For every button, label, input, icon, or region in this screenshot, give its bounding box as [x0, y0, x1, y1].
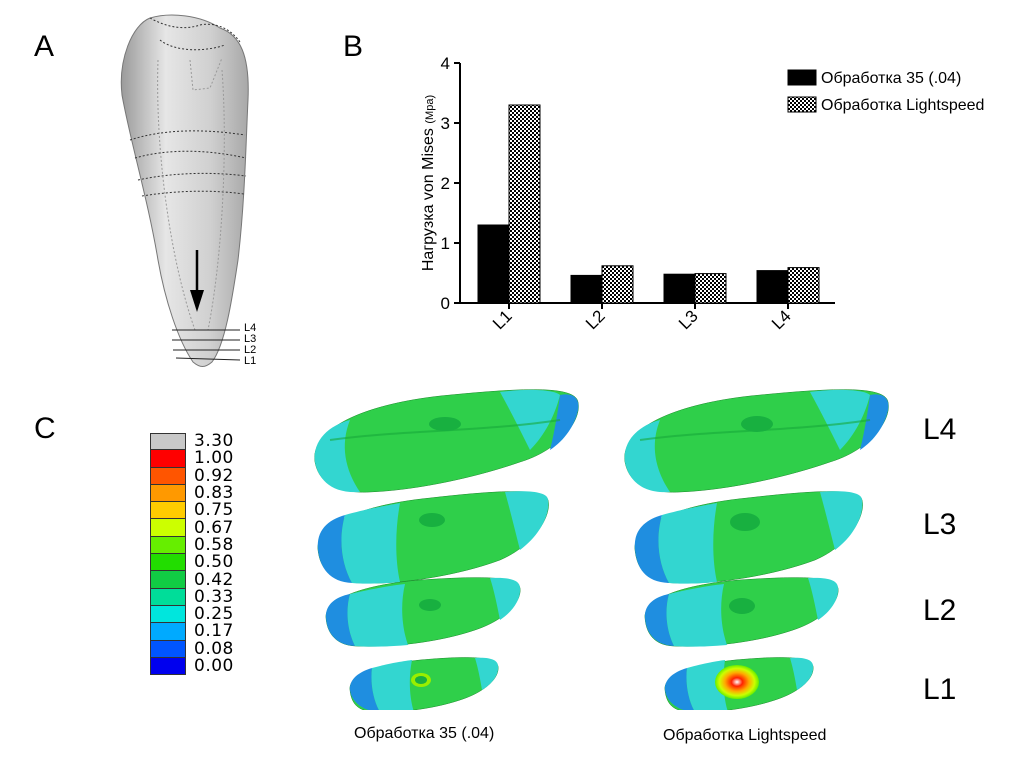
- bar-chart: 0 1 2 3 4 L1 L2 L3 L4 Нагрузка von Mises (Mpa) Обр…: [420, 54, 984, 333]
- scale-swatch: [150, 536, 186, 555]
- scale-row: 0.92: [150, 465, 234, 486]
- scale-swatch: [150, 605, 186, 624]
- scale-value: 0.25: [194, 604, 234, 625]
- scale-swatch: [150, 433, 186, 451]
- y-tick-label: 1: [441, 234, 450, 253]
- scale-row: 0.67: [150, 517, 234, 538]
- scale-row: 0.42: [150, 569, 234, 590]
- bar-l4-series-1: [756, 270, 789, 304]
- stress-slices: [314, 389, 889, 710]
- panel-label-c: C: [34, 412, 56, 445]
- tooth-body: [120, 14, 249, 367]
- scale-row: 0.25: [150, 604, 234, 625]
- scale-row: 0.83: [150, 483, 234, 504]
- slice-right-l1: [664, 657, 814, 710]
- y-tick-label: 2: [441, 174, 450, 193]
- scale-value: 0.67: [194, 517, 234, 538]
- scale-value: 0.92: [194, 465, 234, 486]
- scale-swatch: [150, 588, 186, 606]
- slice-label-l3: L3: [923, 508, 957, 541]
- x-tick-label: L1: [489, 306, 516, 333]
- scale-value: 0.08: [194, 638, 234, 659]
- bar-l1-series-2: [508, 104, 541, 304]
- legend-label-1: Обработка 35 (.04): [821, 70, 961, 87]
- slice-label-l1: L1: [923, 673, 957, 706]
- scale-value: 0.42: [194, 569, 234, 590]
- scale-swatch: [150, 519, 186, 537]
- slice-label-l4: L4: [923, 413, 957, 446]
- scale-row: 0.33: [150, 586, 234, 607]
- caption-right: Обработка Lightspeed: [663, 727, 827, 744]
- bar-l2-series-1: [570, 274, 603, 304]
- scale-row: 0.00: [150, 656, 234, 676]
- level-lines: [172, 329, 241, 361]
- scale-row: 0.08: [150, 638, 234, 659]
- legend-swatch-1: [787, 69, 817, 86]
- scale-value: 0.75: [194, 500, 234, 521]
- bar-l4-series-2: [787, 267, 820, 304]
- x-tick-label: L2: [582, 306, 609, 333]
- scale-swatch: [150, 450, 186, 468]
- scale-row: 0.50: [150, 552, 234, 573]
- tooth-label-l3: L3: [244, 333, 256, 345]
- arrow-head: [190, 290, 204, 312]
- scale-swatch: [150, 657, 186, 676]
- panel-label-b: B: [343, 30, 364, 63]
- scale-value: 0.00: [194, 656, 234, 676]
- slice-left-l1: [349, 657, 499, 710]
- tooth-label-l4: L4: [244, 322, 256, 334]
- stress-color-scale: 3.30 1.00 0.92 0.83 0.75 0.67 0.58 0.50 0.42 0.33…: [150, 431, 234, 676]
- bar-l2-series-2: [601, 265, 634, 304]
- slice-left-l4: [314, 389, 579, 493]
- scale-value: 1.00: [194, 448, 234, 469]
- scale-row: 0.75: [150, 500, 234, 521]
- bar-l1-series-1: [477, 224, 510, 304]
- scale-swatch: [150, 484, 186, 503]
- scale-value: 0.50: [194, 552, 234, 573]
- y-tick-label: 0: [441, 294, 450, 313]
- legend-label-2: Обработка Lightspeed: [821, 97, 984, 114]
- scale-row: 0.58: [150, 534, 234, 555]
- slice-right-l2: [644, 577, 839, 647]
- scale-value: 0.83: [194, 483, 234, 504]
- tooth-label-l1: L1: [244, 355, 256, 367]
- slice-label-l2: L2: [923, 594, 957, 627]
- bar-l3-series-2: [694, 273, 727, 304]
- y-axis-title: Нагрузка von Mises (Mpa): [420, 95, 437, 271]
- scale-value: 0.33: [194, 586, 234, 607]
- y-tick-label: 4: [441, 54, 450, 73]
- tooth-illustration: L4 L3 L2 L1: [120, 14, 256, 367]
- scale-swatch: [150, 623, 186, 641]
- scale-value: 3.30: [194, 431, 234, 452]
- scale-row: 0.17: [150, 621, 234, 642]
- scale-swatch: [150, 467, 186, 485]
- panel-label-a: A: [34, 30, 55, 63]
- scale-swatch: [150, 554, 186, 572]
- slice-left-l2: [325, 577, 521, 647]
- scale-swatch: [150, 571, 186, 589]
- x-tick-label: L3: [675, 306, 702, 333]
- legend-swatch-2: [787, 96, 817, 113]
- stress-hotspot: [715, 665, 759, 699]
- slice-right-l3: [634, 491, 863, 584]
- scale-value: 0.17: [194, 621, 234, 642]
- scale-value: 0.58: [194, 534, 234, 555]
- caption-left: Обработка 35 (.04): [354, 725, 495, 742]
- slice-right-l4: [624, 389, 889, 493]
- x-tick-label: L4: [768, 306, 795, 333]
- scale-row: 1.00: [150, 448, 234, 469]
- scale-swatch: [150, 640, 186, 658]
- slice-left-l3: [317, 491, 549, 584]
- bar-l3-series-1: [663, 273, 696, 304]
- scale-row: 3.30: [150, 431, 234, 452]
- scale-swatch: [150, 502, 186, 520]
- tooth-label-l2: L2: [244, 344, 256, 356]
- y-tick-label: 3: [441, 114, 450, 133]
